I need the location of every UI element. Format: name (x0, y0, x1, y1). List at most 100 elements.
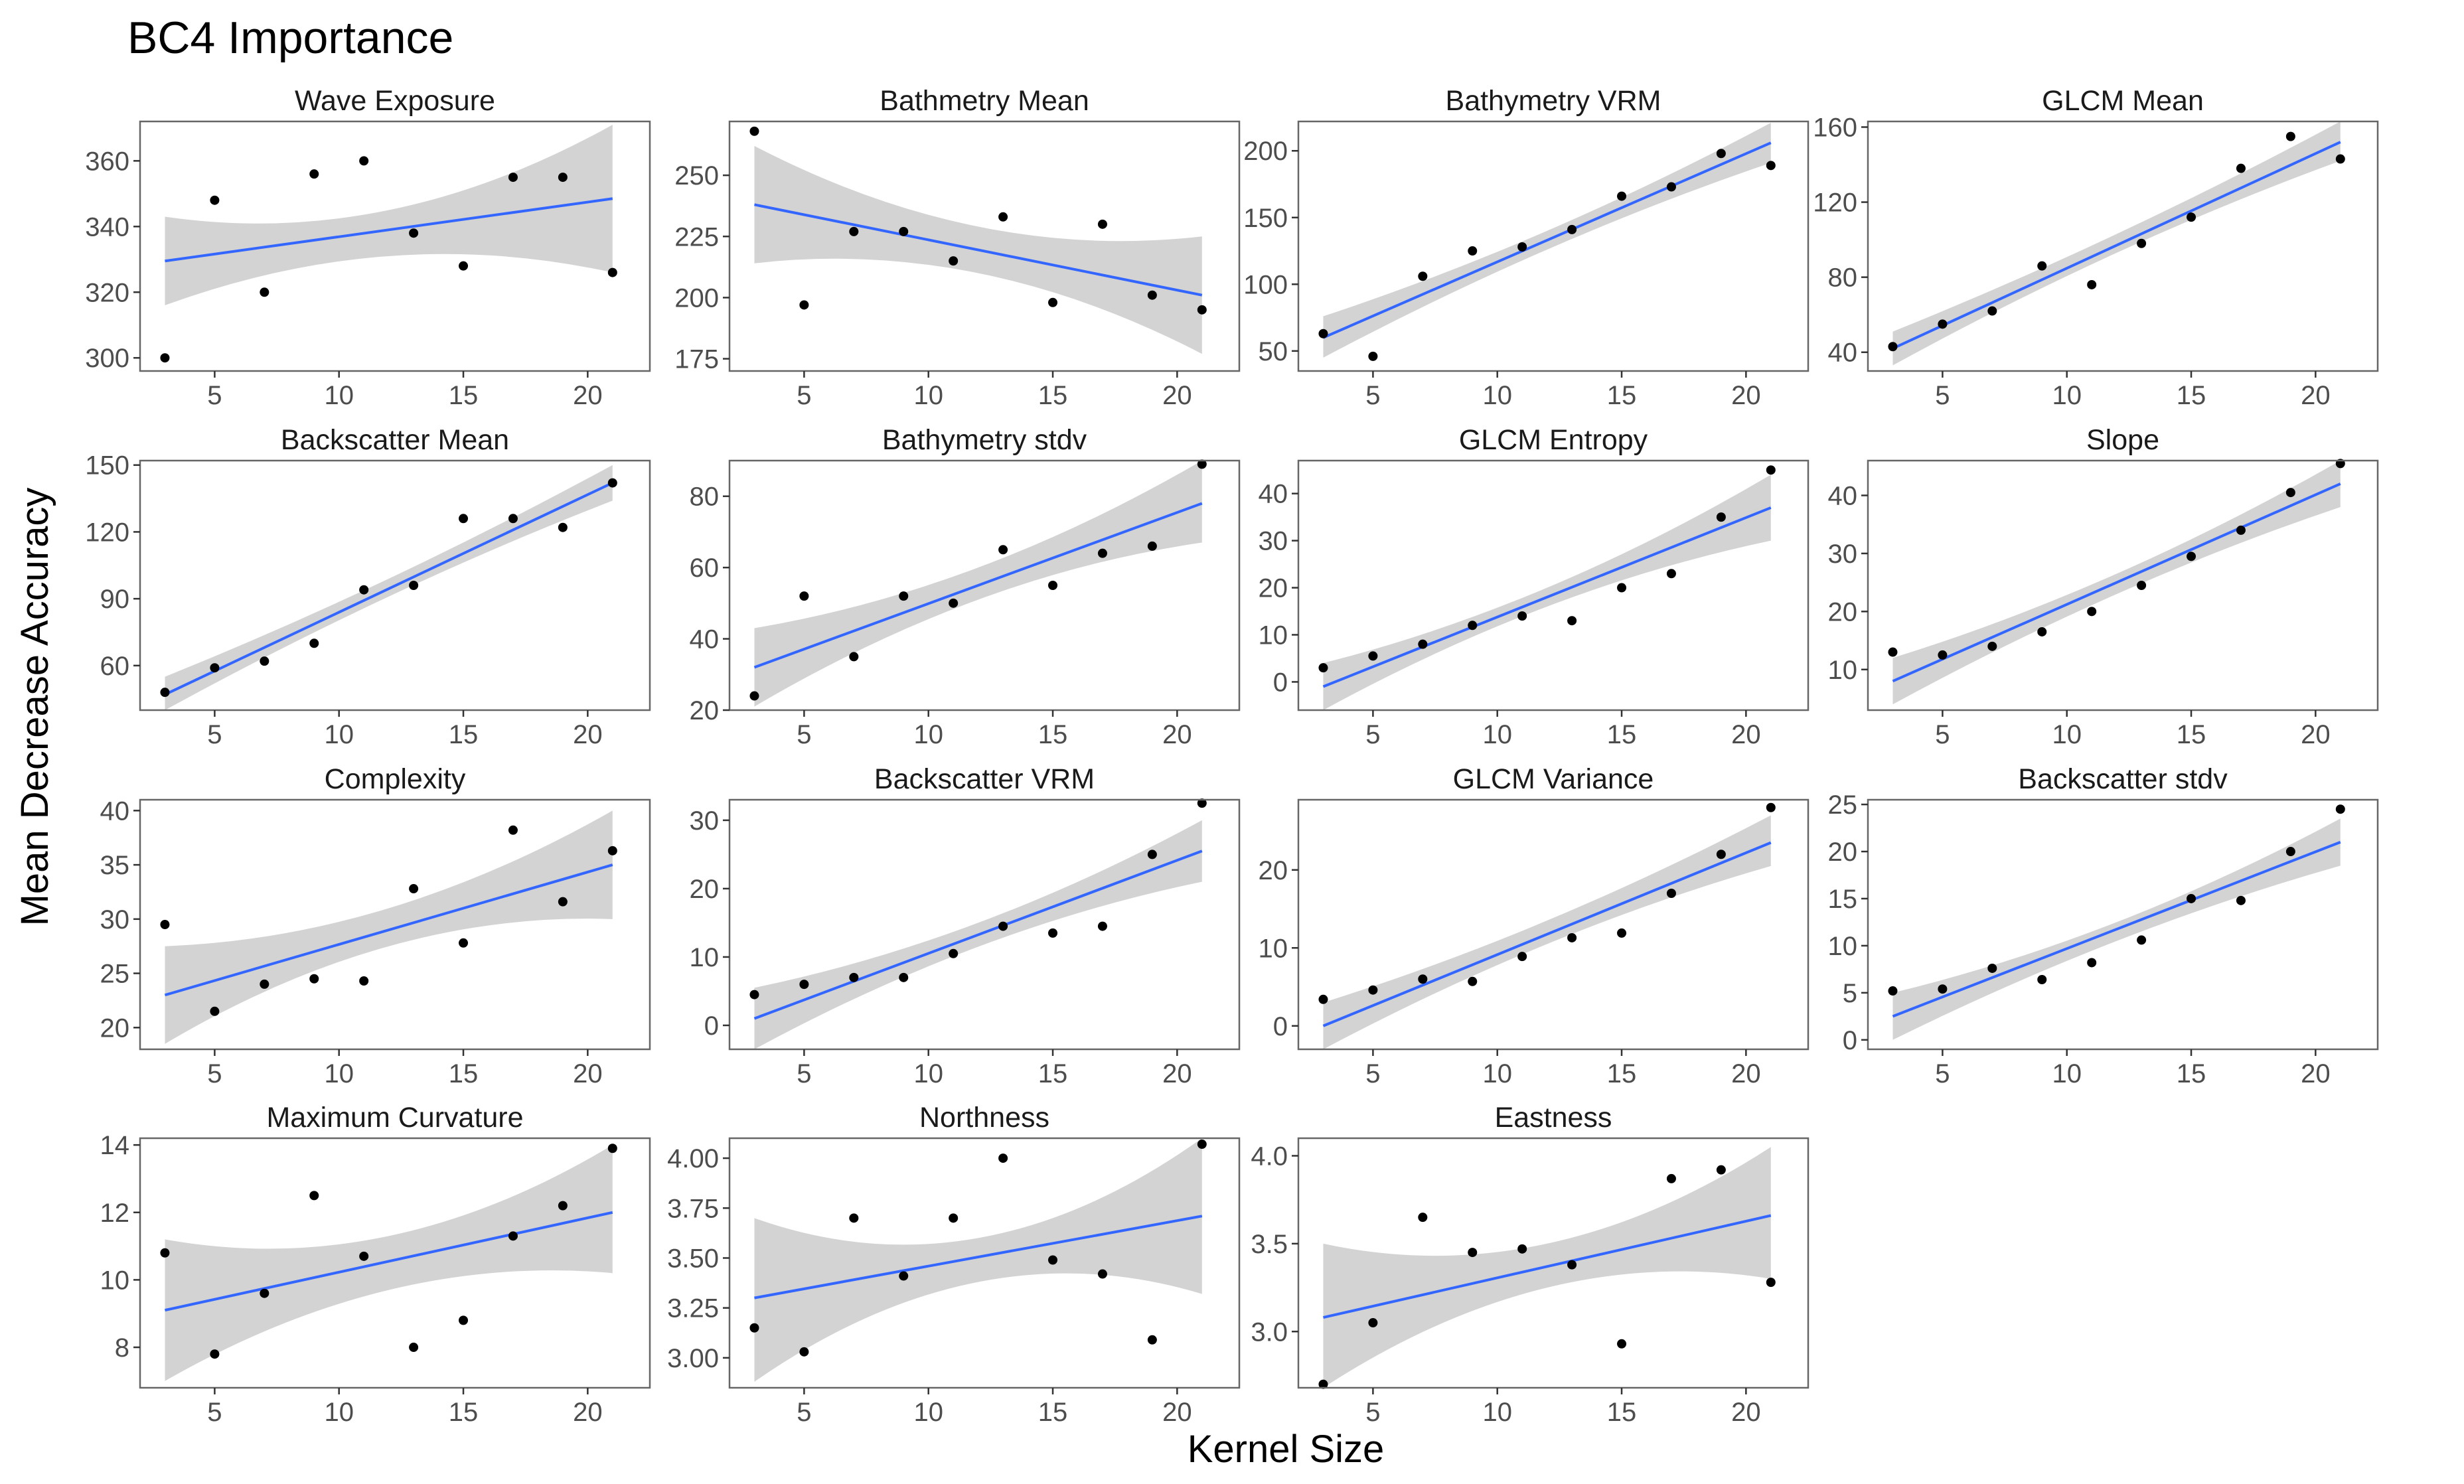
x-tick-label: 20 (2301, 381, 2331, 410)
x-tick-label: 20 (573, 381, 603, 410)
data-point (459, 938, 469, 948)
y-tick-label: 10 (1828, 932, 1858, 961)
confidence-band (165, 810, 613, 1044)
x-tick-label: 10 (324, 1398, 354, 1427)
data-point (1517, 242, 1527, 252)
x-tick-label: 5 (1935, 381, 1950, 410)
y-tick-label: 20 (690, 696, 720, 725)
data-point (607, 846, 617, 855)
data-point (309, 169, 319, 179)
x-tick-label: 15 (1607, 381, 1637, 410)
confidence-band (165, 1145, 613, 1381)
panel-border (1297, 798, 1810, 1051)
x-tick-label: 5 (797, 1398, 811, 1427)
regression-line (1323, 1214, 1772, 1319)
data-point (2187, 893, 2196, 903)
x-tick-label: 15 (1607, 1398, 1637, 1427)
data-point (749, 990, 759, 1000)
x-tick-label: 10 (324, 1059, 354, 1088)
y-tick-label: 50 (1259, 337, 1288, 366)
panel-backscatter-vrm: Backscatter VRM 0 10 20 30 5 10 15 20 (690, 763, 1241, 1088)
data-point (1197, 459, 1207, 469)
y-tick-label: 80 (1828, 263, 1858, 293)
data-point (1567, 616, 1577, 626)
data-point (1147, 850, 1157, 859)
confidence-band (754, 461, 1202, 707)
data-point (359, 585, 369, 595)
data-point (1368, 651, 1378, 661)
data-point (849, 652, 859, 662)
data-point (1147, 1335, 1157, 1345)
x-tick-label: 20 (1162, 1059, 1192, 1088)
data-point (1666, 182, 1676, 192)
y-tick-label: 0 (1843, 1026, 1857, 1055)
x-axis-title: Kernel Size (1188, 1428, 1385, 1471)
data-point (749, 1323, 759, 1333)
y-tick-label: 250 (674, 161, 719, 190)
y-axis-title: Mean Decrease Accuracy (13, 488, 56, 927)
data-point (1617, 1339, 1627, 1349)
data-point (260, 287, 270, 297)
data-point (1048, 928, 1058, 938)
data-point (2187, 552, 2196, 561)
x-tick-label: 10 (913, 720, 943, 749)
x-tick-label: 5 (207, 381, 222, 410)
panel-title: Slope (2086, 424, 2159, 456)
data-point (409, 884, 419, 894)
x-tick-label: 15 (1607, 720, 1637, 749)
data-point (260, 656, 270, 666)
y-tick-label: 20 (1259, 574, 1288, 603)
regression-line (1892, 482, 2341, 683)
x-tick-label: 10 (1482, 720, 1512, 749)
x-tick-label: 5 (1935, 720, 1950, 749)
data-point (1097, 219, 1107, 229)
panel-title: Bathymetry VRM (1446, 85, 1661, 117)
y-tick-label: 80 (690, 482, 720, 512)
data-point (558, 522, 568, 532)
x-tick-label: 15 (449, 1398, 479, 1427)
x-tick-label: 10 (1482, 1398, 1512, 1427)
data-point (210, 663, 220, 673)
y-tick-label: 0 (704, 1011, 719, 1041)
x-tick-label: 15 (1038, 720, 1068, 749)
panel-eastness: Eastness 3.0 3.5 4.0 5 10 15 20 (1251, 1102, 1810, 1427)
y-tick-label: 25 (1828, 790, 1858, 820)
panel-bathymetry-stdv: Bathymetry stdv 20 40 60 80 5 10 15 20 (690, 424, 1241, 749)
regression-line (1892, 840, 2341, 1018)
data-point (508, 514, 518, 524)
data-point (558, 897, 568, 907)
data-point (160, 688, 170, 698)
data-point (1368, 985, 1378, 995)
data-point (1097, 1269, 1107, 1279)
confidence-band (1892, 121, 2341, 366)
data-point (2285, 488, 2295, 498)
data-point (949, 1213, 959, 1223)
panel-wave-exposure: Wave Exposure 300 320 340 360 5 10 15 20 (85, 85, 651, 410)
x-tick-label: 5 (1365, 1059, 1380, 1088)
regression-line (165, 1211, 613, 1312)
data-point (2087, 279, 2097, 289)
y-tick-label: 30 (690, 806, 720, 836)
x-tick-label: 10 (1482, 381, 1512, 410)
data-point (2137, 935, 2147, 945)
panel-bathymetry-vrm: Bathymetry VRM 50 100 150 200 5 10 15 20 (1243, 85, 1810, 410)
y-tick-label: 5 (1843, 979, 1857, 1008)
x-tick-label: 15 (1038, 1059, 1068, 1088)
y-tick-label: 8 (115, 1333, 129, 1363)
panel-title: Backscatter stdv (2018, 763, 2228, 795)
data-point (1197, 1140, 1207, 1150)
y-tick-label: 30 (100, 905, 130, 934)
y-tick-label: 40 (1259, 480, 1288, 509)
data-point (1468, 246, 1478, 256)
y-tick-label: 40 (1828, 481, 1858, 510)
data-point (1766, 161, 1776, 171)
data-point (899, 972, 909, 982)
y-tick-label: 20 (690, 875, 720, 904)
data-point (508, 173, 518, 183)
data-point (459, 514, 469, 524)
x-tick-label: 15 (449, 381, 479, 410)
panel-title: Bathmetry Mean (880, 85, 1089, 117)
x-tick-label: 15 (1607, 1059, 1637, 1088)
data-point (210, 1006, 220, 1016)
panel-title: Wave Exposure (295, 85, 495, 117)
